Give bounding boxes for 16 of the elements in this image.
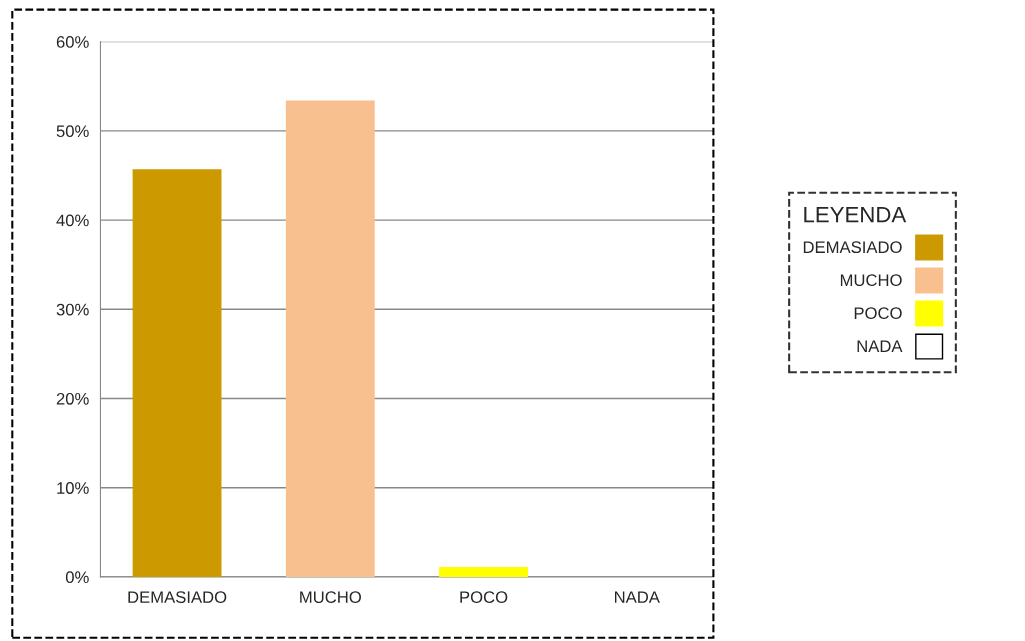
y-tick-label: 20% [56,392,89,405]
y-tick-label: 50% [56,125,89,138]
y-tick-label: 40% [56,214,89,227]
legend-title: LEYENDA [804,206,907,223]
y-tick-label: 30% [56,303,89,316]
x-tick-label: MUCHO [300,591,361,604]
y-tick-label: 10% [57,482,89,494]
x-tick-label: DEMASIADO [128,591,227,604]
legend-label: POCO [854,307,902,320]
y-tick-label: 60% [56,36,89,48]
x-tick-label: NADA [614,591,660,603]
y-tick-label: 0% [65,571,89,584]
legend-label: MUCHO [840,274,902,287]
legend-label: DEMASIADO [803,241,902,254]
x-tick-label: POCO [460,591,508,604]
legend-label: NADA [857,340,903,352]
